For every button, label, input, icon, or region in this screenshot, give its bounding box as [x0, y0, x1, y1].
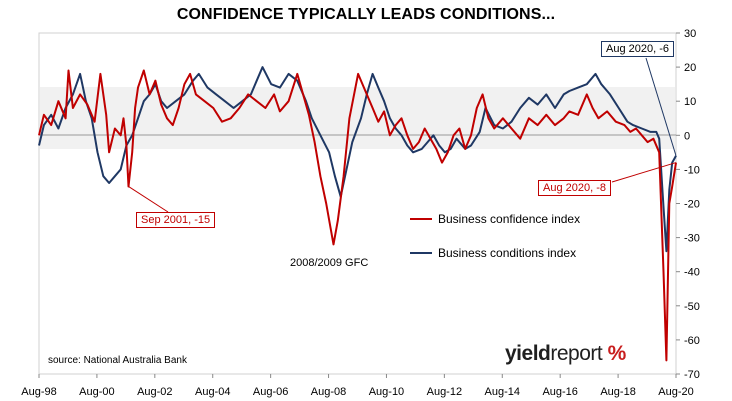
leader-sep-2001	[128, 186, 169, 213]
y-tick-label: -70	[684, 369, 700, 381]
legend-label-conditions: Business conditions index	[438, 246, 577, 260]
x-tick-label: Aug-06	[253, 386, 288, 398]
plot-area	[38, 32, 677, 375]
annotation-aug-2020-confidence: Aug 2020, -8	[538, 180, 611, 196]
leader-aug-2020-conditions	[645, 57, 677, 156]
leader-aug-2020-confidence	[611, 162, 677, 183]
y-tick-label: -20	[684, 199, 700, 211]
chart-title: CONFIDENCE TYPICALLY LEADS CONDITIONS...	[176, 6, 556, 23]
y-tick-label: 30	[684, 28, 696, 40]
x-tick-label: Aug-98	[21, 386, 56, 398]
x-tick-label: Aug-04	[195, 386, 230, 398]
annotation-leaders	[128, 57, 677, 213]
zero-band	[39, 87, 676, 149]
y-tick-label: 10	[684, 96, 696, 108]
x-tick-label: Aug-10	[369, 386, 404, 398]
legend-label-confidence: Business confidence index	[438, 212, 581, 226]
y-tick-label: -40	[684, 267, 700, 279]
logo-part-yield: yield	[505, 342, 551, 365]
x-tick-label: Aug-02	[137, 386, 172, 398]
y-tick-label: 0	[684, 130, 690, 142]
annotation-aug-2020-conditions: Aug 2020, -6	[601, 41, 674, 57]
x-tick-label: Aug-16	[542, 386, 577, 398]
y-tick-label: -10	[684, 164, 700, 176]
series-line-conditions	[38, 66, 677, 253]
x-axis: Aug-98 Aug-00 Aug-02 Aug-04 Aug-06 Aug-08 Aug-…	[21, 374, 694, 398]
x-tick-label: Aug-14	[485, 386, 520, 398]
annotation-sep-2001: Sep 2001, -15	[136, 212, 216, 228]
x-tick-label: Aug-00	[79, 386, 114, 398]
logo-percent-icon: %	[607, 342, 627, 365]
x-tick-label: Aug-08	[311, 386, 346, 398]
y-tick-label: -30	[684, 233, 700, 245]
y-tick-label: -60	[684, 335, 700, 347]
y-tick-label: 20	[684, 62, 696, 74]
x-tick-label: Aug-20	[658, 386, 693, 398]
yieldreport-logo: yieldreport %	[505, 342, 626, 366]
x-tick-label: Aug-12	[427, 386, 462, 398]
annotation-gfc: 2008/2009 GFC	[290, 257, 369, 269]
logo-part-report: report	[550, 342, 603, 365]
legend	[410, 218, 432, 254]
x-tick-label: Aug-18	[600, 386, 635, 398]
source-note: source: National Australia Bank	[48, 355, 187, 366]
y-tick-label: -50	[684, 301, 700, 313]
y-axis: 30 20 10 0 -10 -20 -30 -40 -50 -60 -70	[676, 28, 700, 381]
